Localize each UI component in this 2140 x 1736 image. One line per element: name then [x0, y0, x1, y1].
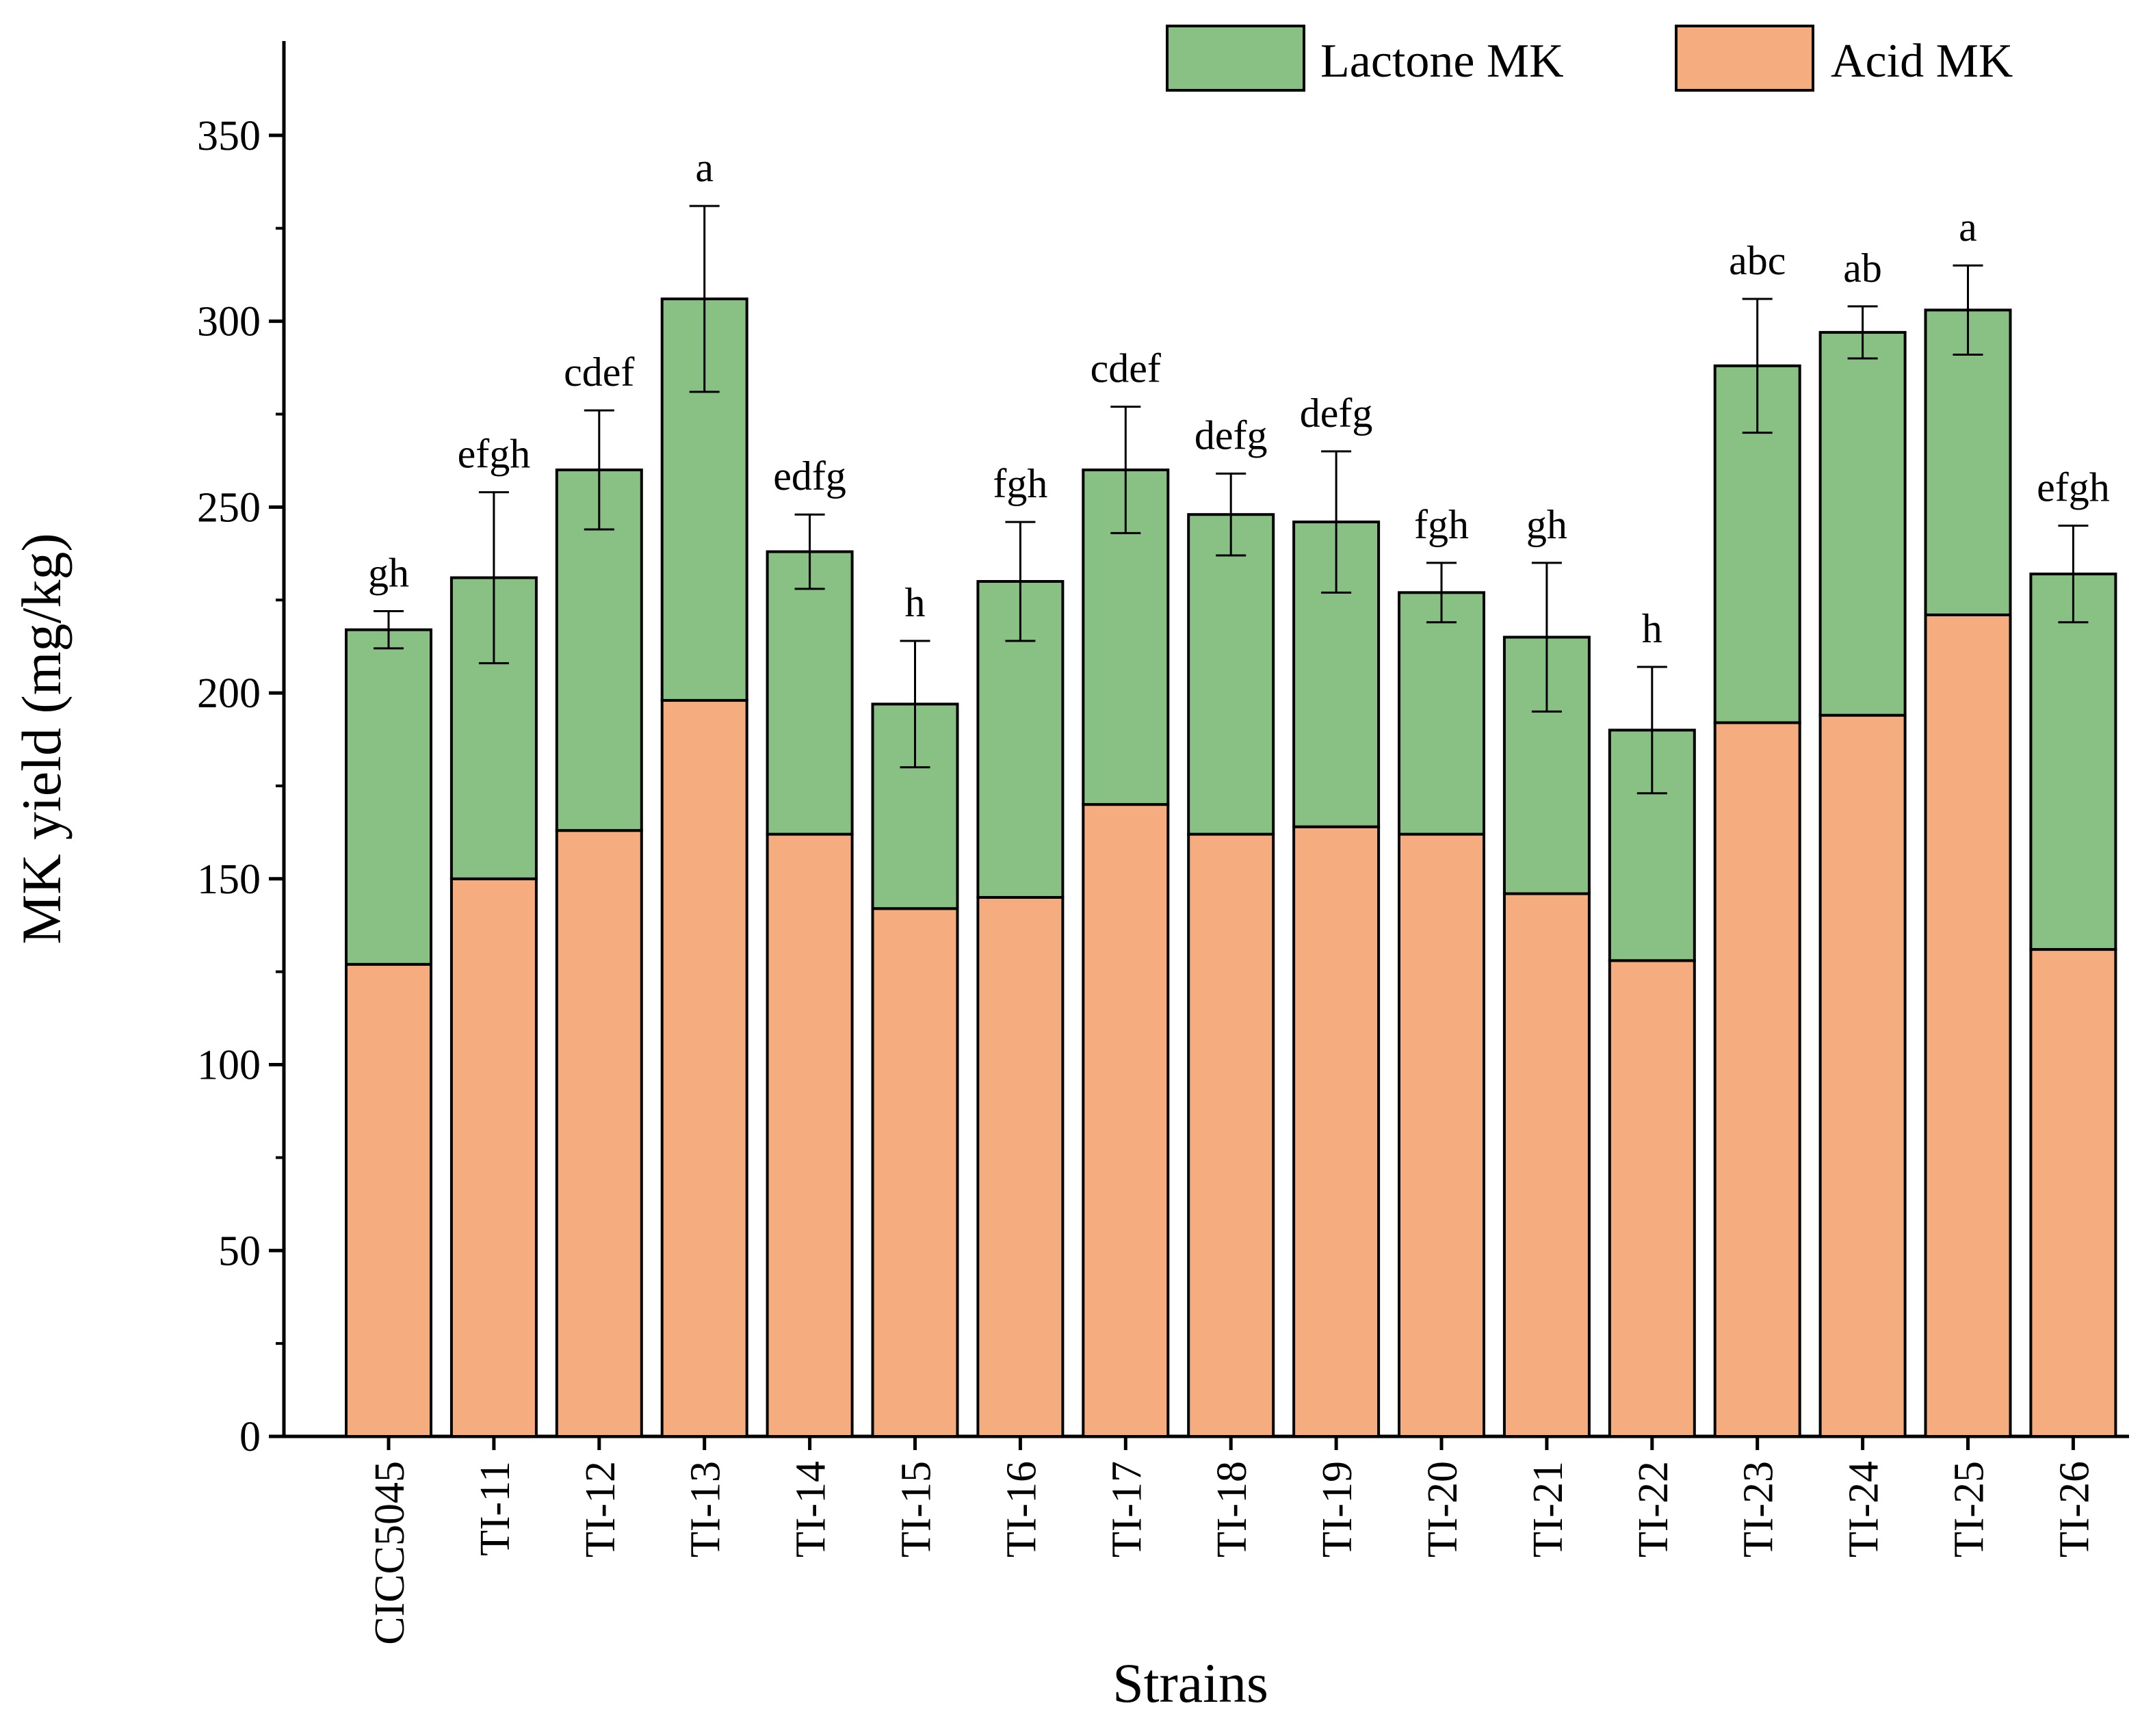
bar-acid-TI-16 — [976, 895, 1065, 1438]
x-tick-label-TI-26: TI-26 — [2051, 1461, 2098, 1557]
y-tick-label: 50 — [218, 1228, 261, 1274]
bar-acid-TI-25 — [1924, 613, 2012, 1438]
bar-acid-TI-17 — [1082, 803, 1170, 1438]
significance-letter-TI-21: gh — [1526, 502, 1567, 547]
y-tick-label: 250 — [197, 484, 261, 531]
bar-lactone-TI-26 — [2029, 573, 2117, 951]
x-axis-title: Strains — [1112, 1652, 1268, 1714]
significance-letter-CICC5045: gh — [368, 551, 409, 596]
bar-acid-TI-22 — [1608, 959, 1696, 1438]
x-tick-label-TI-16: TI-16 — [998, 1461, 1045, 1557]
error-bars-layer — [374, 205, 2089, 795]
x-tick-label-TI-18: TI-18 — [1209, 1461, 1255, 1557]
significance-letter-TI-15: h — [905, 580, 926, 625]
x-tick-label-TI-11: TI-11 — [472, 1461, 519, 1556]
x-tick-label-TI-19: TI-19 — [1314, 1461, 1361, 1557]
bar-acid-TI-21 — [1502, 892, 1591, 1438]
x-tick-label-TI-22: TI-22 — [1630, 1461, 1677, 1557]
bar-acid-CICC5045 — [345, 962, 432, 1438]
x-tick-label-TI-15: TI-15 — [893, 1461, 940, 1557]
x-tick-label-TI-12: TI-12 — [577, 1461, 624, 1557]
y-axis-title: MK yield (mg/kg) — [10, 533, 73, 944]
bar-acid-TI-23 — [1713, 721, 1801, 1438]
bar-acid-TI-11 — [449, 877, 538, 1438]
bar-lactone-CICC5045 — [345, 628, 432, 966]
significance-letter-TI-16: fgh — [993, 461, 1047, 506]
bar-acid-TI-18 — [1187, 832, 1275, 1438]
significance-letter-TI-26: efgh — [2037, 465, 2110, 510]
significance-letter-TI-25: a — [1959, 205, 1977, 250]
x-tick-label-TI-14: TI-14 — [788, 1461, 835, 1557]
x-tick-label-TI-20: TI-20 — [1420, 1461, 1466, 1557]
bar-acid-TI-26 — [2029, 948, 2117, 1438]
significance-letter-TI-17: cdef — [1091, 346, 1161, 391]
significance-letter-TI-22: h — [1642, 606, 1662, 651]
significance-letter-TI-18: defg — [1195, 412, 1268, 458]
y-tick-label: 0 — [239, 1414, 261, 1460]
x-tick-label-TI-25: TI-25 — [1946, 1461, 1993, 1557]
significance-letter-TI-12: cdef — [564, 350, 634, 395]
y-tick-label: 150 — [197, 856, 261, 903]
significance-letter-TI-24: ab — [1843, 246, 1882, 291]
bar-acid-TI-14 — [766, 832, 854, 1438]
significance-letter-TI-20: fgh — [1414, 502, 1469, 547]
x-tick-label-CICC5045: CICC5045 — [367, 1461, 413, 1645]
x-tick-label-TI-24: TI-24 — [1841, 1461, 1888, 1557]
bar-acid-TI-19 — [1292, 825, 1381, 1438]
bar-lactone-TI-14 — [766, 550, 854, 836]
legend-swatch-lactone — [1166, 25, 1305, 92]
bar-lactone-TI-18 — [1187, 513, 1275, 836]
significance-letter-TI-23: abc — [1729, 238, 1786, 283]
legend-label-acid: Acid MK — [1831, 35, 2013, 88]
bar-acid-TI-20 — [1398, 832, 1485, 1438]
significance-letter-TI-19: defg — [1300, 391, 1373, 436]
bar-acid-TI-13 — [660, 698, 748, 1438]
y-tick-label: 350 — [197, 113, 261, 159]
legend-swatch-acid — [1675, 25, 1814, 92]
x-tick-label-TI-23: TI-23 — [1736, 1461, 1782, 1557]
x-tick-label-TI-21: TI-21 — [1525, 1461, 1571, 1557]
bar-acid-TI-24 — [1818, 713, 1907, 1438]
significance-letter-TI-14: edfg — [773, 453, 846, 499]
y-tick-label: 100 — [197, 1042, 261, 1089]
y-tick-label: 300 — [197, 299, 261, 345]
bar-lactone-TI-24 — [1818, 330, 1907, 717]
legend-label-lactone: Lactone MK — [1320, 35, 1564, 88]
bar-lactone-TI-25 — [1924, 308, 2012, 616]
significance-letter-TI-11: efgh — [458, 432, 531, 477]
labels-layer: 0 50 100 150 200 250 300 350 gh CICC5045 efgh TI-11… — [197, 113, 2110, 1645]
bar-lactone-TI-20 — [1398, 591, 1485, 836]
bar-acid-TI-12 — [555, 829, 643, 1438]
x-tick-label-TI-17: TI-17 — [1104, 1461, 1150, 1557]
x-tick-label-TI-13: TI-13 — [683, 1461, 729, 1557]
bars-layer — [345, 297, 2117, 1438]
bar-acid-TI-15 — [871, 907, 959, 1438]
y-tick-label: 200 — [197, 670, 261, 717]
legend: Lactone MK Acid MK — [1166, 25, 2013, 92]
significance-letter-TI-13: a — [695, 145, 714, 190]
